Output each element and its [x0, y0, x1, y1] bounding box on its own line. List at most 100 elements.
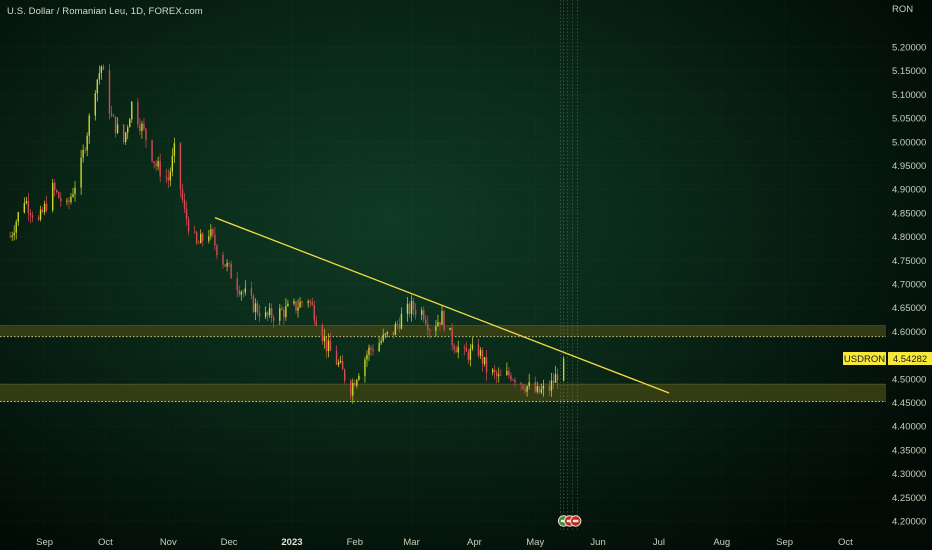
- candle-down: [114, 116, 117, 133]
- candle-down: [443, 311, 445, 330]
- candle-down: [396, 324, 399, 325]
- candle-down: [222, 254, 224, 265]
- time-tick-label: Oct: [98, 537, 113, 548]
- candle-down: [451, 327, 453, 346]
- candle-up: [171, 155, 174, 172]
- candle-up: [394, 324, 397, 335]
- candle-down: [548, 385, 551, 391]
- price-tick-label: 4.85000: [892, 208, 926, 219]
- candle-up: [498, 374, 500, 377]
- candle-up: [52, 182, 54, 211]
- time-tick-label: Jun: [590, 537, 605, 548]
- candle-down: [9, 236, 11, 238]
- candle-down: [153, 161, 155, 164]
- last-price-tag-box[interactable]: [888, 352, 932, 366]
- price-tick-label: 4.40000: [892, 422, 926, 433]
- candle-up: [279, 308, 281, 321]
- candle-up: [526, 386, 528, 392]
- time-markers: [557, 0, 582, 530]
- candle-up: [293, 301, 295, 304]
- candle-up: [380, 340, 382, 344]
- candle-down: [27, 201, 30, 213]
- candle-up: [287, 303, 289, 307]
- candle-down: [214, 234, 216, 246]
- candle-down: [108, 69, 111, 114]
- candle-up: [297, 307, 299, 311]
- trendline-line[interactable]: [214, 217, 670, 394]
- time-tick-label: Mar: [403, 537, 419, 548]
- price-tick-label: 4.20000: [892, 517, 926, 528]
- candle-up: [479, 350, 482, 356]
- candle-down: [522, 384, 524, 389]
- candle-down: [193, 231, 196, 233]
- candle-up: [339, 361, 342, 363]
- candle-up: [506, 370, 508, 375]
- candle-down: [167, 177, 169, 181]
- candle-up: [323, 337, 326, 342]
- price-tick-label: 4.25000: [892, 493, 926, 504]
- candle-down: [181, 189, 184, 200]
- candle-up: [307, 301, 309, 303]
- candle-down: [54, 182, 56, 191]
- candle-up: [226, 263, 228, 267]
- candle-up: [471, 344, 474, 349]
- candle-down: [37, 217, 40, 220]
- candle-down: [455, 349, 457, 353]
- candles: [9, 63, 565, 404]
- candle-down: [45, 203, 48, 211]
- price-tick-label: 4.50000: [892, 374, 926, 385]
- candle-down: [84, 149, 86, 151]
- candle-up: [327, 340, 330, 352]
- candle-down: [321, 325, 324, 342]
- candle-down: [465, 347, 468, 352]
- candle-down: [427, 323, 429, 331]
- candle-up: [127, 127, 129, 133]
- candle-down: [212, 229, 214, 235]
- candle-up: [244, 288, 247, 293]
- candle-down: [370, 347, 372, 350]
- candle-down: [183, 199, 186, 209]
- candle-up: [264, 312, 267, 317]
- candle-up: [82, 149, 84, 158]
- candle-up: [240, 291, 242, 295]
- candle-down: [538, 386, 541, 393]
- candle-down: [238, 290, 240, 295]
- candle-up: [400, 313, 403, 329]
- candle-down: [556, 374, 559, 381]
- candle-down: [477, 344, 480, 356]
- candle-up: [173, 143, 176, 156]
- candle-down: [283, 309, 285, 318]
- candle-down: [112, 115, 115, 117]
- candle-down: [496, 372, 498, 377]
- candle-up: [536, 386, 538, 392]
- candle-up: [88, 115, 90, 136]
- price-tick-label: 4.70000: [892, 280, 926, 291]
- candle-up: [125, 132, 127, 142]
- candle-down: [408, 303, 411, 315]
- candle-down: [242, 291, 244, 293]
- candle-up: [39, 209, 42, 220]
- event-flag-stripe: [572, 519, 579, 523]
- candle-down: [122, 124, 125, 142]
- candle-down: [301, 301, 303, 303]
- candle-up: [358, 375, 360, 380]
- price-tick-label: 5.15000: [892, 66, 926, 77]
- candle-up: [98, 73, 101, 80]
- candle-down: [311, 301, 313, 306]
- last-price-tag: USDRON 4.54282: [843, 352, 932, 366]
- time-tick-label: Aug: [713, 537, 730, 548]
- candle-down: [145, 128, 147, 141]
- candle-down: [143, 123, 145, 129]
- price-tick-label: 5.20000: [892, 43, 926, 54]
- candle-up: [406, 303, 409, 314]
- candle-down: [341, 361, 344, 370]
- candle-up: [384, 333, 386, 335]
- candle-up: [80, 157, 82, 188]
- candle-down: [195, 232, 198, 244]
- candle-down: [230, 263, 232, 279]
- price-tick-label: 5.10000: [892, 90, 926, 101]
- symbol-tag[interactable]: [843, 352, 886, 366]
- candle-down: [423, 310, 425, 320]
